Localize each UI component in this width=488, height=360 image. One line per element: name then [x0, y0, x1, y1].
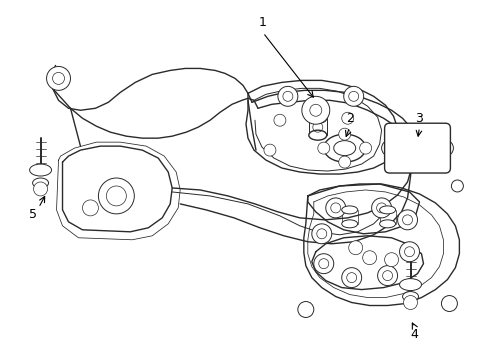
Ellipse shape — [341, 220, 357, 228]
Circle shape — [437, 140, 452, 156]
Circle shape — [441, 296, 456, 311]
Text: 1: 1 — [259, 16, 266, 29]
Circle shape — [301, 96, 329, 124]
Ellipse shape — [402, 292, 418, 302]
Circle shape — [297, 302, 313, 318]
Ellipse shape — [379, 206, 395, 214]
Ellipse shape — [308, 113, 326, 123]
Ellipse shape — [323, 134, 365, 162]
Ellipse shape — [33, 178, 48, 188]
Ellipse shape — [379, 220, 395, 228]
Ellipse shape — [308, 130, 326, 140]
Circle shape — [341, 268, 361, 288]
Circle shape — [82, 200, 98, 216]
Ellipse shape — [341, 206, 357, 214]
Circle shape — [371, 198, 391, 218]
Text: 5: 5 — [28, 208, 37, 221]
Text: 3: 3 — [415, 112, 423, 125]
Circle shape — [46, 67, 70, 90]
Circle shape — [98, 178, 134, 214]
Circle shape — [317, 142, 329, 154]
Circle shape — [351, 144, 363, 156]
FancyBboxPatch shape — [384, 123, 449, 173]
Circle shape — [403, 296, 417, 310]
Circle shape — [450, 180, 463, 192]
Text: 2: 2 — [345, 112, 353, 125]
Circle shape — [362, 251, 376, 265]
Circle shape — [359, 142, 371, 154]
Circle shape — [377, 266, 397, 285]
Circle shape — [348, 241, 362, 255]
Circle shape — [381, 140, 397, 156]
Circle shape — [277, 86, 297, 106]
Circle shape — [397, 210, 417, 230]
Circle shape — [338, 156, 350, 168]
Circle shape — [341, 112, 353, 124]
Circle shape — [325, 198, 345, 218]
Circle shape — [264, 144, 275, 156]
Circle shape — [384, 253, 398, 267]
Circle shape — [338, 128, 350, 140]
Circle shape — [273, 114, 285, 126]
Text: 4: 4 — [410, 328, 418, 341]
Circle shape — [399, 242, 419, 262]
Circle shape — [311, 224, 331, 244]
Circle shape — [34, 182, 47, 196]
Ellipse shape — [30, 164, 51, 176]
Circle shape — [313, 254, 333, 274]
Circle shape — [343, 86, 363, 106]
Ellipse shape — [399, 279, 421, 291]
